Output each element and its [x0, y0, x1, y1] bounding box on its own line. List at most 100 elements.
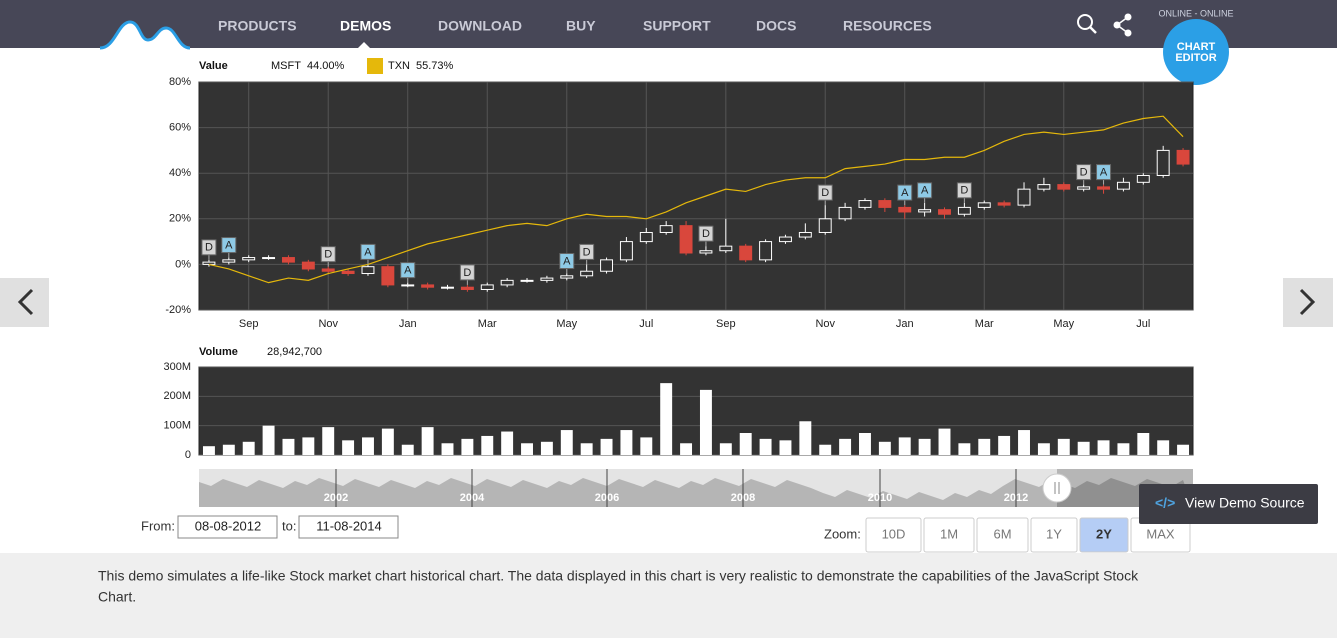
flag[interactable]	[897, 184, 913, 201]
volume-bar	[1057, 438, 1070, 455]
y-tick-label: 300M	[163, 361, 191, 373]
from-input[interactable]	[177, 515, 278, 539]
editor-button[interactable]	[1163, 19, 1229, 85]
prev-arrow[interactable]	[0, 278, 49, 327]
flag[interactable]	[698, 225, 714, 242]
candle-body	[679, 225, 693, 254]
flag[interactable]	[201, 239, 217, 256]
source-label: View Demo Source	[1185, 495, 1305, 511]
volume-bar	[978, 438, 991, 455]
nav-item[interactable]: DOCS	[756, 18, 796, 34]
volume-bar	[1117, 443, 1130, 455]
search-icon[interactable]	[1077, 14, 1097, 34]
volume-bar	[461, 438, 474, 455]
nav-item[interactable]: PRODUCTS	[218, 18, 297, 34]
candle-body	[202, 261, 216, 265]
flag-label: A	[364, 246, 372, 258]
nav-item[interactable]: DOWNLOAD	[438, 18, 522, 34]
flag-label: A	[225, 239, 233, 251]
zoom-button-label: 6M	[993, 526, 1011, 541]
candle-body	[1077, 186, 1091, 190]
x-tick-label: May	[556, 318, 577, 330]
zoom-button[interactable]	[1030, 517, 1078, 553]
volume-bar	[938, 428, 951, 455]
candle-body	[1017, 188, 1031, 206]
zoom-button[interactable]	[923, 517, 975, 553]
x-tick-label: Sep	[239, 318, 259, 330]
editor-label: CHART	[1177, 41, 1216, 53]
volume-bar	[719, 443, 732, 455]
nav-item[interactable]: BUY	[566, 18, 596, 34]
from-value: 08-08-2012	[195, 518, 262, 533]
source-button[interactable]	[1139, 484, 1318, 524]
legend-name: MSFT	[271, 60, 301, 72]
flag[interactable]	[400, 262, 416, 279]
candle-body	[600, 259, 614, 272]
y-tick-label: 20%	[169, 213, 191, 225]
volume-bar	[1157, 440, 1170, 455]
candle-body	[1176, 149, 1190, 165]
volume-bar	[202, 446, 215, 455]
x-tick-label: Nov	[318, 318, 338, 330]
volume-bar	[501, 431, 514, 455]
flag[interactable]	[360, 243, 376, 260]
editor-label: EDITOR	[1175, 52, 1216, 64]
share-icon[interactable]	[1113, 13, 1132, 37]
navigator-label: 2004	[460, 492, 485, 504]
volume-bar	[680, 443, 693, 455]
volume-bar	[839, 438, 852, 455]
description-text: Chart.	[98, 589, 136, 605]
candle-body	[1156, 149, 1170, 176]
flag[interactable]	[221, 237, 237, 254]
candle-body	[421, 284, 435, 288]
next-arrow[interactable]	[1283, 278, 1333, 327]
y-tick-label: 0	[185, 449, 191, 461]
flag-label: A	[1100, 167, 1108, 179]
navigator-area	[199, 478, 1193, 507]
volume-bar	[859, 433, 871, 455]
flag[interactable]	[559, 253, 575, 270]
flag[interactable]	[459, 264, 475, 281]
to-input[interactable]	[298, 515, 399, 539]
logo-line	[99, 20, 191, 50]
navigator-handle[interactable]	[1042, 473, 1072, 503]
y-tick-label: 40%	[169, 167, 191, 179]
zoom-button[interactable]	[865, 517, 922, 553]
candle-body	[321, 268, 335, 272]
volume-bar	[1018, 430, 1030, 455]
zoom-button[interactable]	[1079, 517, 1129, 553]
flag[interactable]	[1076, 164, 1092, 181]
flag[interactable]	[956, 182, 972, 199]
x-tick-label: Jul	[639, 318, 653, 330]
volume-bar	[381, 428, 394, 455]
zoom-button-label: MAX	[1146, 526, 1175, 541]
editor-ring: ONLINE - ONLINE	[1158, 8, 1233, 18]
flag-label: A	[404, 265, 412, 277]
candle-body	[1136, 174, 1150, 183]
flag[interactable]	[917, 182, 933, 199]
y-tick-label: 200M	[163, 390, 191, 402]
candle-body	[460, 286, 474, 290]
volume-bar	[262, 425, 275, 455]
volume-bar	[540, 441, 553, 455]
txn-line	[208, 115, 1184, 284]
candle-body	[858, 200, 872, 208]
candle-body	[500, 279, 514, 286]
y-tick-label: 80%	[169, 76, 191, 88]
nav-item[interactable]: DEMOS	[340, 18, 391, 34]
flag[interactable]	[817, 184, 833, 201]
flag[interactable]	[320, 246, 336, 263]
nav-item[interactable]: RESOURCES	[843, 18, 932, 34]
candle-body	[520, 279, 534, 282]
volume-bar	[580, 443, 593, 455]
candle-body	[1037, 184, 1051, 190]
volume-bar	[222, 444, 235, 455]
nav-item[interactable]: SUPPORT	[643, 18, 711, 34]
from-label: From:	[141, 518, 175, 533]
volume-bar	[1137, 433, 1150, 455]
candle-body	[1097, 186, 1111, 190]
flag[interactable]	[579, 243, 595, 260]
zoom-button[interactable]	[976, 517, 1029, 553]
flag[interactable]	[1096, 164, 1112, 181]
